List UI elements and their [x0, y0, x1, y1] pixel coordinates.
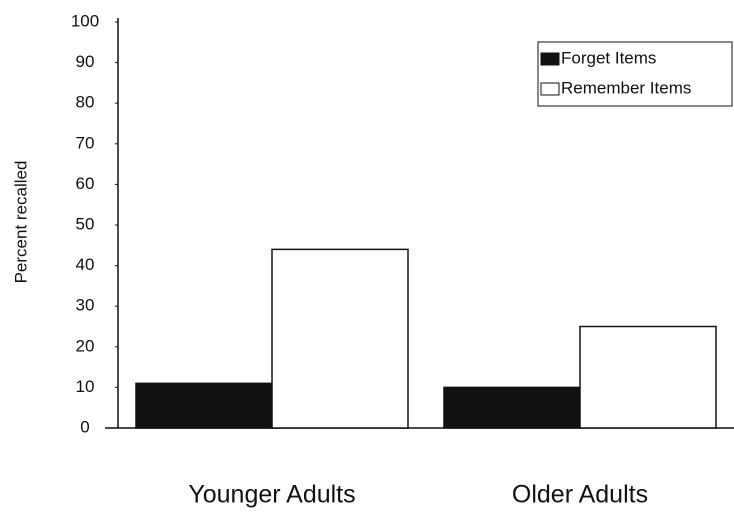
- legend-swatch: [540, 52, 560, 66]
- legend-label: Forget Items: [561, 48, 656, 67]
- y-tick-label: 10: [76, 377, 95, 396]
- y-tick-label: 0: [80, 417, 89, 436]
- legend-label: Remember Items: [561, 78, 691, 97]
- y-tick-label: 30: [76, 296, 95, 315]
- y-tick-label: 70: [76, 133, 95, 152]
- y-tick-label: 60: [76, 174, 95, 193]
- legend-swatch: [540, 82, 560, 96]
- y-axis-label: Percent recalled: [11, 161, 30, 284]
- x-tick-label: Younger Adults: [188, 481, 355, 509]
- y-tick-label: 40: [76, 255, 95, 274]
- y-tick-label: 50: [76, 214, 95, 233]
- y-tick-label: 90: [76, 52, 95, 71]
- y-tick-label: 100: [71, 11, 99, 30]
- x-tick-label: Older Adults: [512, 481, 648, 509]
- bar: [579, 325, 717, 429]
- bar: [271, 248, 409, 429]
- legend-box: [537, 41, 733, 107]
- bar: [443, 386, 581, 429]
- y-tick-label: 80: [76, 93, 95, 112]
- bar: [135, 382, 273, 429]
- y-tick-label: 20: [76, 336, 95, 355]
